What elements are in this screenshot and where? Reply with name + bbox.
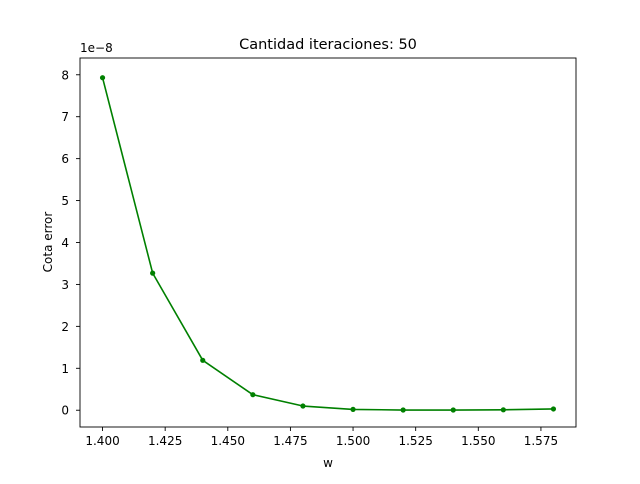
y-tick-label: 4	[61, 236, 69, 250]
y-tick-label: 2	[61, 320, 69, 334]
data-point	[150, 270, 156, 276]
data-point	[300, 403, 306, 409]
data-point	[200, 357, 206, 363]
data-point	[550, 406, 557, 412]
series-line	[101, 76, 555, 411]
y-tick-label: 6	[61, 152, 69, 166]
x-tick-label: 1.550	[461, 434, 495, 448]
y-tick-label: 7	[61, 110, 69, 124]
plot-layer	[99, 75, 557, 413]
y-tick-label: 5	[61, 194, 69, 208]
data-point	[99, 75, 106, 81]
y-tick-label: 1	[61, 362, 69, 376]
x-axis-label: w	[323, 456, 333, 470]
y-tick-label: 0	[61, 404, 69, 418]
chart-title: Cantidad iteraciones: 50	[239, 37, 417, 53]
y-offset-label: 1e−8	[80, 41, 113, 55]
data-point	[400, 407, 406, 413]
x-tick-label: 1.400	[85, 434, 119, 448]
data-point	[350, 406, 356, 412]
y-tick-label: 8	[61, 68, 69, 82]
x-tick-label: 1.525	[398, 434, 432, 448]
y-axis-label: Cota error	[41, 212, 55, 273]
x-tick-label: 1.450	[211, 434, 245, 448]
axes-layer: 1.400 1.425 1.450 1.475 1.500 1.525 1.550 1.575…	[61, 57, 577, 448]
y-tick-label: 3	[61, 278, 69, 292]
x-tick-label: 1.425	[148, 434, 182, 448]
x-tick-label: 1.475	[273, 434, 307, 448]
x-tick-label: 1.500	[336, 434, 370, 448]
data-point	[250, 392, 256, 398]
x-tick-label: 1.575	[524, 434, 558, 448]
data-point	[500, 407, 506, 413]
data-point	[450, 407, 456, 413]
